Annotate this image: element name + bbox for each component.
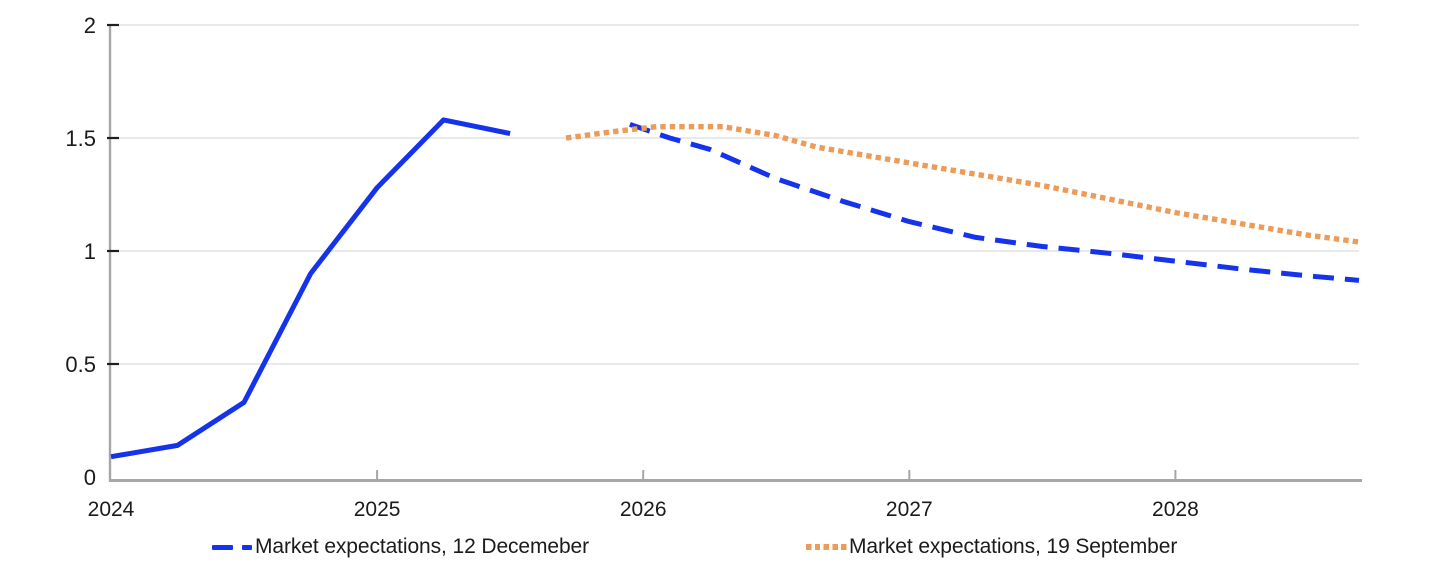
y-tick-label-1.5: 1.5: [65, 126, 96, 151]
axes: [108, 25, 1362, 482]
dash-short: [242, 544, 252, 550]
gridlines: [111, 24, 1359, 365]
y-tick-label-1: 1: [84, 239, 96, 264]
x-tick-label-2028: 2028: [1152, 498, 1199, 521]
y-tick-label-0.5: 0.5: [65, 352, 96, 377]
x-tick-label-2027: 2027: [886, 498, 933, 521]
legend-item-december: Market expectations, 12 Decemeber: [212, 535, 589, 559]
legend-label-december: Market expectations, 12 Decemeber: [255, 535, 590, 558]
y-tick-label-2: 2: [84, 13, 96, 38]
series-september-dotted: [565, 124, 1360, 245]
blue-dashed-line-icon: [212, 544, 252, 550]
x-tick-label-2026: 2026: [620, 498, 667, 521]
tick-labels: 0 0.5 1 1.5 2 2024 2025 2026 2027 2028: [65, 13, 1198, 521]
orange-dotted-line-icon: [806, 544, 847, 550]
series-december-dashed: [629, 122, 1360, 283]
series-december-solid: [110, 117, 511, 460]
tick-marks: [107, 23, 1177, 481]
x-tick-label-2025: 2025: [354, 498, 401, 521]
y-tick-label-0: 0: [84, 465, 96, 490]
x-tick-label-2024: 2024: [88, 498, 135, 521]
legend-label-september: Market expectations, 19 September: [849, 535, 1178, 558]
data-series: [110, 117, 1360, 460]
legend-item-september: Market expectations, 19 September: [806, 535, 1177, 559]
dash-long: [212, 544, 233, 550]
